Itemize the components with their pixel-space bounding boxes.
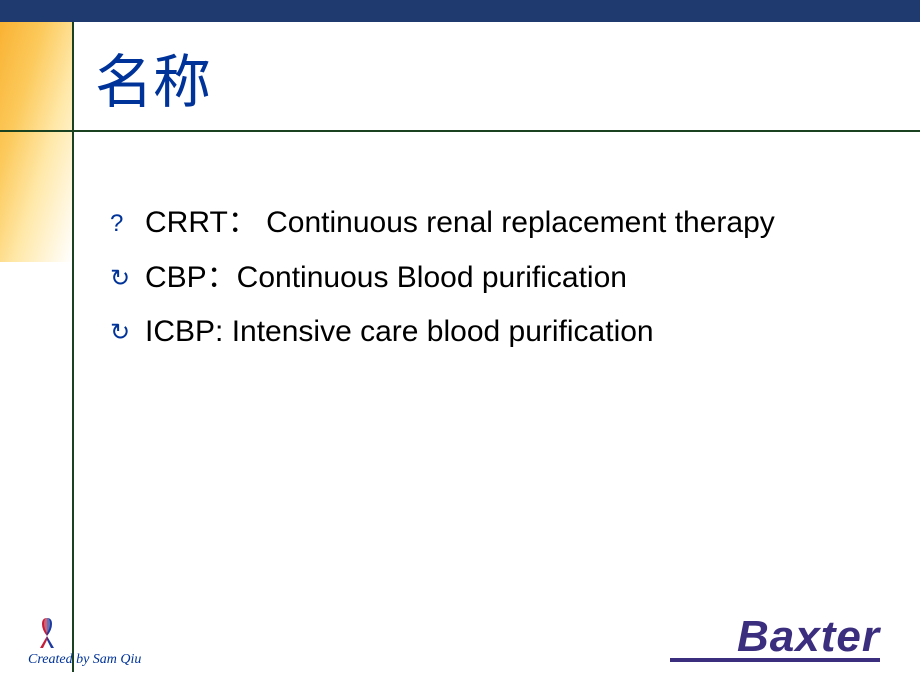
logo-underline: [670, 658, 880, 662]
baxter-logo: Baxter: [737, 612, 880, 662]
credit-text: Created by Sam Qiu: [28, 652, 141, 668]
bullet-text: CRRT： Continuous renal replacement thera…: [145, 200, 870, 247]
top-bar: [0, 0, 920, 22]
content-area: ? CRRT： Continuous renal replacement the…: [110, 200, 870, 364]
horizontal-divider: [0, 130, 920, 132]
loop-icon: ↻: [110, 255, 145, 297]
loop-icon: ↻: [110, 309, 145, 351]
title-area: 名称: [95, 35, 895, 119]
bullet-text: CBP：Continuous Blood purification: [145, 255, 870, 302]
footer-left: Created by Sam Qiu: [28, 616, 141, 668]
ribbon-icon: [36, 616, 58, 650]
bullet-item: ↻ CBP：Continuous Blood purification: [110, 255, 870, 302]
bullet-item: ? CRRT： Continuous renal replacement the…: [110, 200, 870, 247]
question-icon: ?: [110, 200, 145, 242]
vertical-divider: [72, 22, 74, 672]
orange-accent: [0, 22, 72, 262]
bullet-item: ↻ ICBP: Intensive care blood purificatio…: [110, 309, 870, 356]
slide-title: 名称: [95, 35, 895, 119]
bullet-text: ICBP: Intensive care blood purification: [145, 309, 870, 356]
